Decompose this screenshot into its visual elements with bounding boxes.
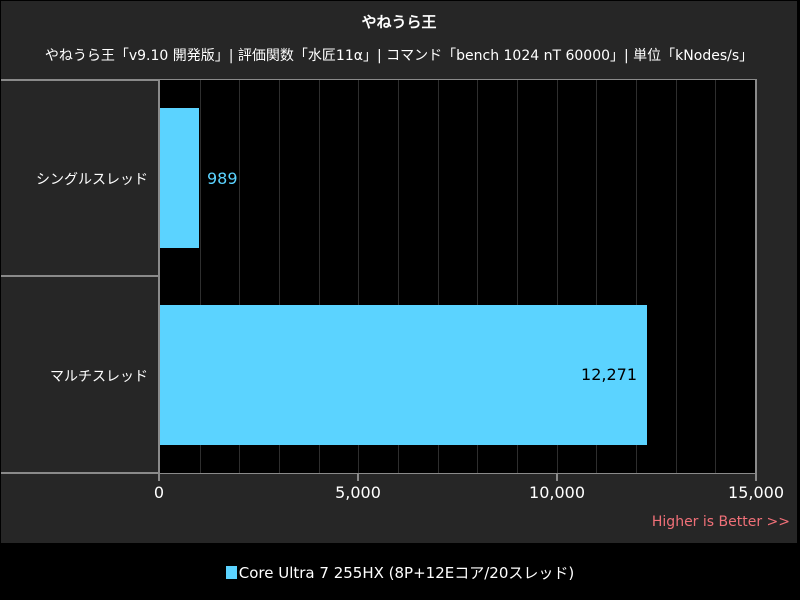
x-tick-label-15000: 15,000 — [728, 483, 784, 502]
category-label-single-thread: シングルスレッド — [36, 172, 148, 188]
plot-area: 989 12,271 — [158, 80, 757, 473]
value-label-multi-thread: 12,271 — [581, 365, 637, 384]
gridline — [557, 80, 558, 473]
gridline — [358, 80, 359, 473]
x-tick-label-10000: 10,000 — [529, 483, 585, 502]
gridline — [715, 80, 716, 473]
value-label-single-thread: 989 — [207, 169, 238, 188]
x-tick-label-0: 0 — [153, 483, 165, 502]
gridline — [319, 80, 320, 473]
x-tick-10000 — [556, 473, 558, 481]
legend-swatch — [225, 566, 237, 579]
legend: Core Ultra 7 255HX (8P+12Eコア/20スレッド) — [0, 562, 800, 583]
x-tick-5000 — [357, 473, 359, 481]
bar-multi-thread — [160, 305, 647, 445]
gridline — [636, 80, 637, 473]
chart-subtitle: やねうら王「v9.10 開発版」| 評価関数「水匠11α」| コマンド「benc… — [44, 48, 754, 64]
x-axis-line — [1, 472, 757, 474]
x-tick-0 — [158, 473, 160, 481]
gridline — [200, 80, 201, 473]
gridline — [239, 80, 240, 473]
gridline — [596, 80, 597, 473]
bar-single-thread — [160, 108, 199, 248]
x-tick-label-5000: 5,000 — [335, 483, 381, 502]
gridline — [517, 80, 518, 473]
gridline — [477, 80, 478, 473]
higher-is-better-note: Higher is Better >> — [651, 514, 790, 530]
gridline — [398, 80, 399, 473]
legend-label: Core Ultra 7 255HX (8P+12Eコア/20スレッド) — [238, 564, 575, 582]
x-tick-15000 — [755, 473, 757, 481]
gridline — [279, 80, 280, 473]
category-label-multi-thread: マルチスレッド — [50, 369, 148, 385]
gridline — [676, 80, 677, 473]
gridline — [438, 80, 439, 473]
chart-title: やねうら王 — [361, 13, 437, 31]
